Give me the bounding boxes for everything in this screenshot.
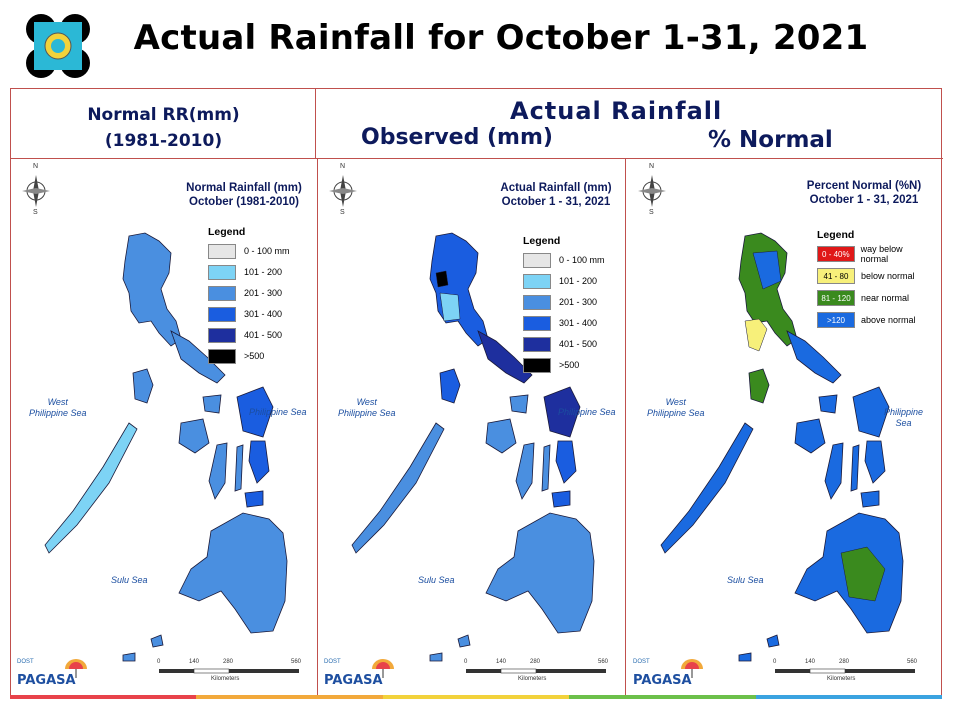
observed-label: Observed (mm) <box>361 125 553 150</box>
island-luzon <box>122 232 182 347</box>
island-mindanao <box>178 512 288 634</box>
philippine-sea-label: Philippine Sea <box>558 407 616 417</box>
region-above-normal <box>752 250 782 290</box>
normal-header-cell: Normal RR(mm) (1981-2010) <box>11 89 316 159</box>
island-sulu <box>766 634 780 648</box>
map-title: Percent Normal (%N) October 1 - 31, 2021 <box>806 180 922 206</box>
legend: Legend 0 - 100 mm 101 - 200 201 - 300 30… <box>208 226 290 369</box>
island-mindoro <box>132 368 154 404</box>
sulu-sea-label: Sulu Sea <box>111 575 148 585</box>
island-palawan <box>44 422 138 554</box>
pagasa-brand: PAGASA <box>633 673 692 688</box>
west-philippine-sea-label: West Philippine Sea <box>647 397 705 418</box>
philippine-sea-label: Philippine Sea <box>883 407 924 428</box>
panel-divider <box>317 159 318 699</box>
pagasa-umbrella-icon <box>372 659 394 678</box>
island-luzon <box>429 232 489 347</box>
region-101-200mm <box>439 292 461 322</box>
island-bohol <box>551 490 571 508</box>
island-masbate <box>818 394 838 414</box>
percent-normal-map-panel: N S Percent Normal (%N) October 1 - 31, 2… <box>627 161 932 697</box>
island-samar <box>236 386 274 438</box>
philippines-map-percent-normal <box>660 232 904 662</box>
map-title: Actual Rainfall (mm) October 1 - 31, 2021 <box>500 182 612 208</box>
island-bohol <box>860 490 880 508</box>
pagasa-brand: PAGASA <box>324 673 383 688</box>
island-bicol <box>170 330 226 384</box>
island-samar <box>543 386 581 438</box>
island-bohol <box>244 490 264 508</box>
island-negros <box>208 442 228 500</box>
island-leyte <box>248 440 270 484</box>
pagasa-brand: PAGASA <box>17 673 76 688</box>
philippine-sea-label: Philippine Sea <box>249 407 307 417</box>
island-palawan <box>351 422 445 554</box>
region-over-500mm <box>435 270 449 288</box>
island-sulu <box>150 634 164 648</box>
island-panay <box>794 418 826 454</box>
region-near-normal <box>840 546 886 602</box>
island-leyte <box>555 440 577 484</box>
actual-rainfall-label: Actual Rainfall <box>510 97 723 125</box>
page-title: Actual Rainfall for October 1-31, 2021 <box>133 18 869 58</box>
philippines-map-normal <box>44 232 288 662</box>
philippines-map-actual <box>351 232 595 662</box>
island-mindanao <box>485 512 595 634</box>
map-title: Normal Rainfall (mm) October (1981-2010) <box>186 182 302 208</box>
island-negros <box>515 442 535 500</box>
island-panay <box>485 418 517 454</box>
normal-rr-label: Normal RR(mm) <box>87 105 240 125</box>
pagasa-umbrella-icon <box>65 659 87 678</box>
island-tawi <box>122 652 136 662</box>
west-philippine-sea-label: West Philippine Sea <box>338 397 396 418</box>
pagasa-logo-icon <box>26 14 90 78</box>
island-panay <box>178 418 210 454</box>
island-tawi <box>429 652 443 662</box>
island-cebu <box>850 444 860 492</box>
pct-normal-label: % Normal <box>708 127 833 153</box>
footer-color-stripe <box>10 695 943 699</box>
island-palawan <box>660 422 754 554</box>
normal-rainfall-map-panel: N S Normal Rainfall (mm) October (1981-20… <box>11 161 316 697</box>
island-negros <box>824 442 844 500</box>
island-masbate <box>202 394 222 414</box>
island-mindoro <box>439 368 461 404</box>
island-mindoro <box>748 368 770 404</box>
actual-rainfall-map-panel: N S Actual Rainfall (mm) October 1 - 31, … <box>318 161 623 697</box>
maps-frame: Normal RR(mm) (1981-2010) Actual Rainfal… <box>10 88 943 699</box>
island-leyte <box>864 440 886 484</box>
island-tawi <box>738 652 752 662</box>
legend: Legend 0 - 100 mm 101 - 200 201 - 300 30… <box>523 235 605 378</box>
sulu-sea-label: Sulu Sea <box>418 575 455 585</box>
island-bicol <box>477 330 533 384</box>
panel-divider <box>625 159 626 699</box>
pagasa-umbrella-icon <box>681 659 703 678</box>
legend: Legend 0 - 40% way below normal 41 - 80 be… <box>817 229 932 334</box>
west-philippine-sea-label: West Philippine Sea <box>29 397 87 418</box>
island-sulu <box>457 634 471 648</box>
normal-period-label: (1981-2010) <box>104 131 223 151</box>
island-masbate <box>509 394 529 414</box>
island-bicol <box>786 330 842 384</box>
actual-header-cell: Actual Rainfall Observed (mm) % Normal <box>316 89 943 159</box>
sulu-sea-label: Sulu Sea <box>727 575 764 585</box>
island-cebu <box>234 444 244 492</box>
island-samar <box>852 386 890 438</box>
island-cebu <box>541 444 551 492</box>
region-below-normal <box>744 318 768 352</box>
